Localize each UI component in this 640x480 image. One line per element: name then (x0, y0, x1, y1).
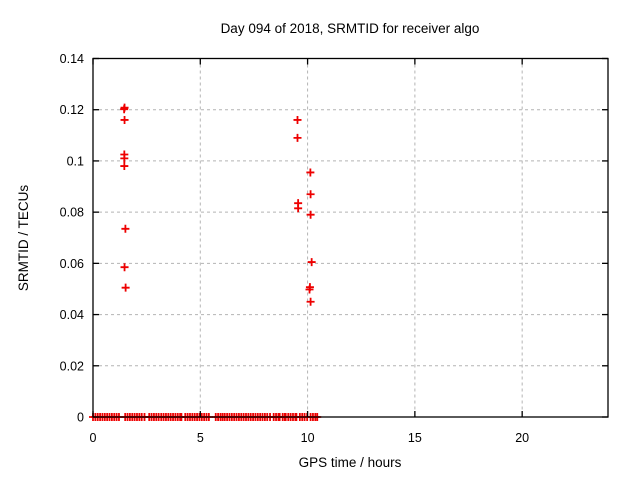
data-point-marker (306, 168, 315, 177)
y-tick-label: 0.12 (60, 103, 84, 117)
x-tick-label: 0 (90, 431, 97, 445)
data-point-marker (305, 283, 314, 292)
y-tick-label: 0.14 (60, 52, 84, 66)
x-tick-label: 15 (408, 431, 422, 445)
data-points-layer (89, 103, 322, 421)
data-point-marker (120, 154, 129, 163)
data-point-marker (307, 258, 316, 267)
data-point-marker (293, 115, 302, 124)
data-point-marker (294, 204, 303, 213)
data-point-marker (120, 103, 129, 112)
y-tick-label: 0.08 (60, 206, 84, 220)
y-tick-label: 0 (77, 411, 84, 425)
data-point-marker (293, 133, 302, 142)
axes-layer (92, 57, 609, 418)
plot-border (92, 57, 609, 418)
y-tick-label: 0.06 (60, 257, 84, 271)
tick-labels-layer: 0 5 10 15 20 0 0.02 0.04 0.06 0.08 0.1 0.12 0.14 (60, 52, 530, 445)
x-tick-label: 20 (515, 431, 529, 445)
data-point-marker (306, 210, 315, 219)
data-point-marker (121, 283, 130, 292)
data-point-marker (306, 190, 315, 199)
chart-title: Day 094 of 2018, SRMTID for receiver alg… (221, 21, 480, 36)
x-tick-label: 10 (301, 431, 315, 445)
y-tick-label: 0.02 (60, 359, 84, 373)
data-point-marker (121, 224, 130, 233)
data-point-marker (120, 115, 129, 124)
y-tick-label: 0.1 (67, 154, 84, 168)
y-axis-label: SRMTID / TECUs (16, 185, 31, 292)
grid-layer (93, 58, 608, 417)
data-point-marker (120, 263, 129, 272)
y-tick-label: 0.04 (60, 308, 84, 322)
x-tick-label: 5 (197, 431, 204, 445)
data-point-marker (120, 162, 129, 171)
data-point-marker (306, 297, 315, 306)
x-axis-label: GPS time / hours (299, 455, 402, 470)
